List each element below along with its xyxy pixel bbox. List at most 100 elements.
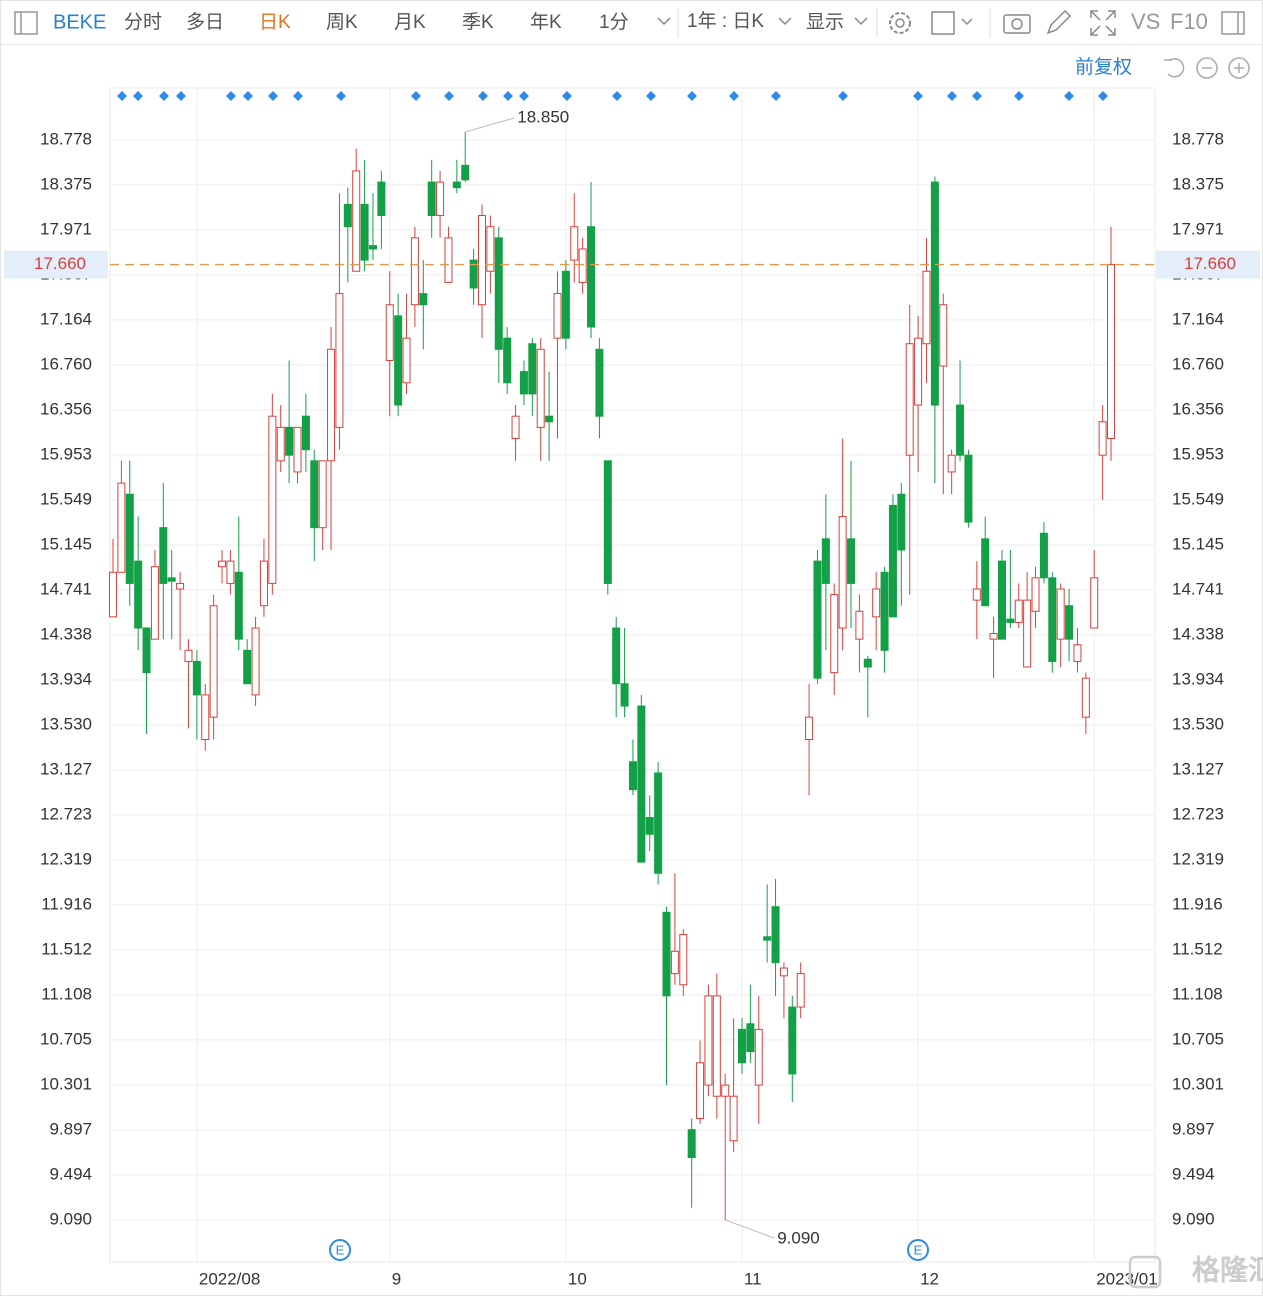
candle-body [402,337,411,384]
candle-body [385,304,394,361]
y-tick-label: 15.953 [40,444,92,463]
chevron[interactable] [854,17,868,26]
panel-icon[interactable] [1221,11,1245,35]
y2-tick-label: 15.145 [1172,534,1224,553]
period-tab[interactable]: 分时 [124,11,162,33]
range-select[interactable]: 1年 : 日K [687,10,764,32]
candle-body [117,482,126,573]
candle-body [394,315,403,406]
fullscreen-icon[interactable] [1090,10,1116,36]
camera-icon[interactable] [1003,14,1031,34]
period-tab[interactable]: 年K [530,11,562,33]
y-tick-label: 9.897 [49,1119,92,1138]
candle-body [176,582,185,590]
event-dot [687,91,697,101]
candle-body [763,936,772,941]
y2-tick-label: 12.723 [1172,804,1224,823]
event-dot [913,91,923,101]
candle-body [905,343,914,456]
candle-body [268,415,277,584]
candle-body [184,649,193,662]
candle-body [192,660,201,696]
candle-body [134,560,143,629]
y-tick-label: 13.934 [40,669,92,688]
zoom-in[interactable] [1228,57,1250,79]
panel-icon[interactable] [14,11,38,35]
box-icon[interactable] [931,11,955,35]
candle-body [805,716,814,740]
symbol[interactable]: BEKE [53,11,106,33]
y2-tick-label: 11.512 [1172,939,1223,958]
candle-body [1056,588,1065,640]
period-tab[interactable]: 月K [394,12,426,33]
candle-body [679,934,688,986]
candle-body [218,560,227,568]
undo-icon[interactable] [1164,58,1185,78]
settings-icon[interactable] [889,12,911,34]
zoom-out[interactable] [1196,57,1218,79]
y-tick-label: 17.164 [40,309,92,328]
chevron[interactable] [961,18,973,26]
event-dot [133,91,143,101]
zoom-in-plus [1234,63,1244,73]
period-tab[interactable]: 1分 [599,11,629,33]
candle-body [855,610,864,640]
vs-button[interactable]: VS [1131,9,1160,34]
pencil-icon[interactable] [1046,9,1072,35]
y2-tick-label: 18.375 [1172,174,1224,193]
chevron[interactable] [657,17,671,26]
candle-body [620,683,629,707]
y2-tick-label: 9.090 [1172,1209,1215,1228]
y-tick-label: 16.760 [40,354,92,373]
y-tick-label: 15.549 [40,489,92,508]
candle-body [956,404,965,456]
y-tick-label: 9.090 [49,1209,92,1228]
candle-body [1023,599,1032,668]
candle-body [142,627,151,674]
candle-body [109,571,117,618]
x-tick-label: 9 [392,1269,401,1288]
candle-body [452,181,461,189]
adjust-select[interactable]: 前复权 [1075,56,1132,78]
period-tab[interactable]: 季K [462,11,494,33]
f10-button[interactable]: F10 [1170,9,1208,34]
candle-body [637,705,646,863]
y2-tick-label: 17.971 [1172,219,1224,238]
event-marker-label: E [914,1242,923,1257]
event-dot [562,91,572,101]
candle-body [1039,532,1048,579]
y-tick-label: 11.916 [41,894,92,913]
candle-body [662,911,671,997]
y-tick-label: 15.145 [40,534,92,553]
last-price-label: 17.660 [34,254,86,273]
x-tick-label: 11 [744,1269,762,1288]
y2-tick-label: 13.934 [1172,669,1224,688]
candle-body [201,694,210,740]
candle-body [1065,605,1074,640]
period-tab[interactable]: 日K [259,12,291,33]
period-tab[interactable]: 多日 [186,11,224,33]
display-select[interactable]: 显示 [806,12,844,33]
chevron[interactable] [778,17,792,26]
candle-body [1006,618,1015,623]
event-marker [907,1239,929,1261]
candle-body [779,967,788,977]
candle-body [939,304,948,367]
y-tick-label: 9.494 [49,1164,92,1183]
candle-body [930,181,939,406]
x-tick-label: 2023/01 [1096,1269,1157,1288]
y-tick-label: 17.971 [40,219,92,238]
period-tab[interactable]: 周K [326,12,358,33]
candle-body [981,538,990,607]
candle-body [922,270,931,345]
y2-tick-label: 17.164 [1172,309,1224,328]
candle-body [318,460,327,529]
candle-body [712,995,721,1097]
candle-body [1073,644,1082,662]
event-dot [159,91,169,101]
candle-body [1014,599,1023,623]
y2-tick-label: 10.705 [1172,1029,1224,1048]
candle-body [989,633,998,640]
event-dot [947,91,957,101]
